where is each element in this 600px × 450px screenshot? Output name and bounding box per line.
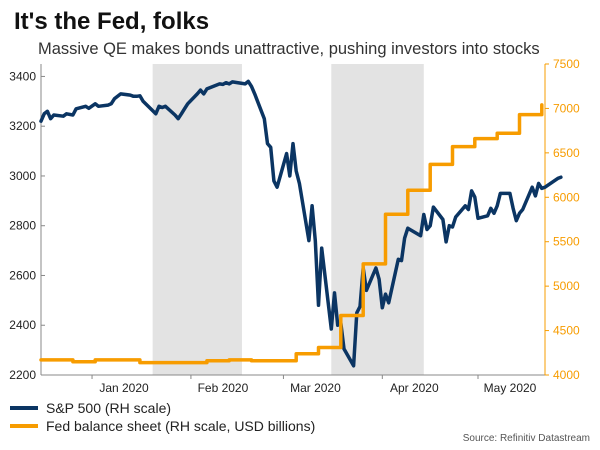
left-tick-label-6: 3400	[9, 69, 36, 83]
right-tick-label-6: 7000	[553, 101, 580, 115]
left-tick-label-1: 2400	[9, 318, 36, 332]
shaded-period-0	[152, 64, 242, 375]
source-note: Source: Refinitiv Datastream	[462, 433, 590, 444]
x-tick-label-4: May 2020	[484, 381, 537, 395]
left-tick-label-4: 3000	[9, 169, 36, 183]
left-tick-label-3: 2800	[9, 219, 36, 233]
chart-title: It's the Fed, folks	[14, 8, 210, 35]
right-tick-label-5: 6500	[553, 146, 580, 160]
legend-item-fed: Fed balance sheet (RH scale, USD billion…	[10, 418, 315, 434]
fed-balance-sheet-line	[39, 103, 544, 365]
right-tick-label-1: 4500	[553, 324, 580, 338]
left-tick-label-5: 3200	[9, 119, 36, 133]
sp500-line	[39, 79, 563, 368]
right-tick-label-2: 5000	[553, 279, 580, 293]
shaded-period-1	[331, 64, 424, 375]
x-tick-label-3: Apr 2020	[390, 381, 439, 395]
x-tick-label-2: Mar 2020	[290, 381, 341, 395]
left-tick-label-2: 2600	[9, 268, 36, 282]
legend-label-sp500: S&P 500 (RH scale)	[46, 400, 172, 416]
legend-swatch-sp500	[10, 406, 38, 410]
right-tick-label-3: 5500	[553, 235, 580, 249]
x-tick-label-1: Feb 2020	[198, 381, 249, 395]
legend-label-fed: Fed balance sheet (RH scale, USD billion…	[46, 418, 316, 434]
legend-swatch-fed	[10, 424, 38, 428]
chart-subtitle: Massive QE makes bonds unattractive, pus…	[38, 40, 540, 58]
left-tick-label-0: 2200	[9, 368, 36, 382]
right-tick-label-0: 4000	[553, 368, 580, 382]
legend-item-sp500: S&P 500 (RH scale)	[10, 400, 171, 416]
x-tick-label-0: Jan 2020	[99, 381, 149, 395]
right-tick-label-7: 7500	[553, 57, 580, 71]
right-tick-label-4: 6000	[553, 190, 580, 204]
